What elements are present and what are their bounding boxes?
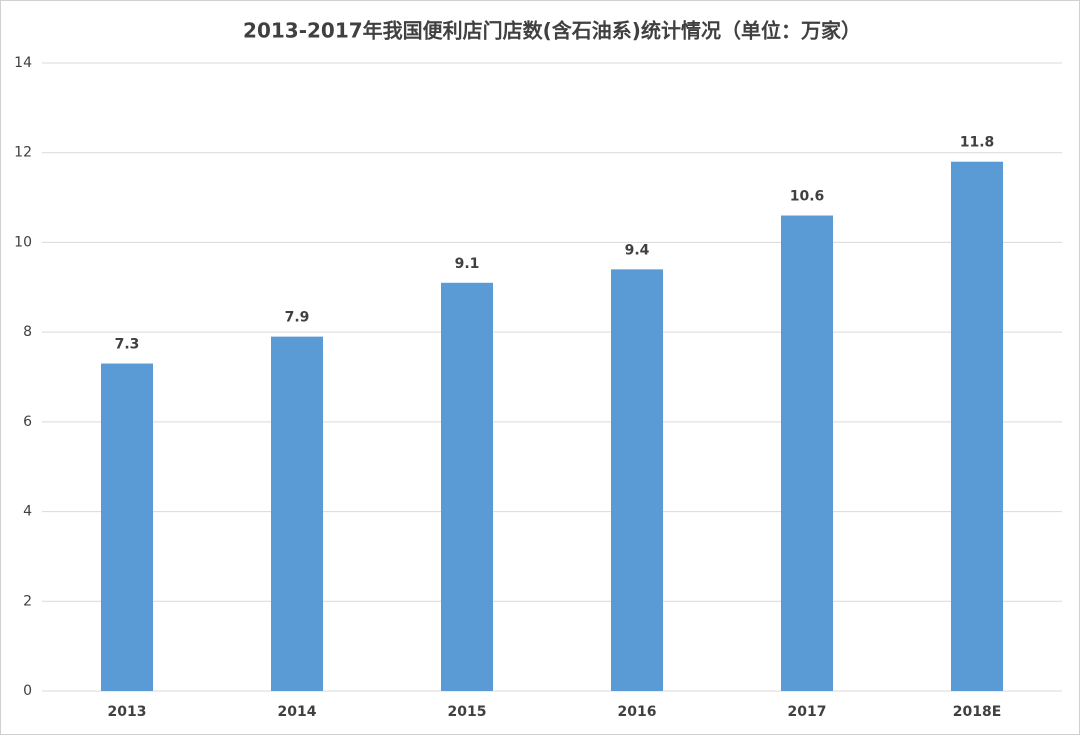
bar [101,363,153,691]
x-tick-label: 2016 [618,704,657,720]
bar [441,282,493,691]
x-tick-label: 2017 [788,704,827,720]
bar [781,215,833,691]
data-label: 10.6 [790,189,825,205]
y-tick-label: 12 [14,145,32,161]
data-label: 7.3 [115,337,140,353]
chart-title: 2013-2017年我国便利店门店数(含石油系)统计情况（单位：万家） [243,19,861,43]
y-tick-label: 2 [23,593,32,609]
data-label: 9.1 [455,256,480,272]
data-label: 7.9 [285,310,310,326]
x-tick-label: 2014 [278,704,317,720]
x-tick-label: 2015 [448,704,487,720]
bar [951,161,1003,691]
data-label: 9.4 [625,242,650,258]
bar [271,336,323,691]
x-tick-label: 2013 [108,704,147,720]
data-label: 11.8 [960,135,995,151]
x-tick-label: 2018E [953,704,1002,720]
y-tick-label: 10 [14,234,32,250]
bar [611,269,663,691]
y-tick-label: 0 [23,683,32,699]
y-tick-label: 14 [14,55,32,71]
y-tick-label: 8 [23,324,32,340]
y-tick-label: 4 [23,504,32,520]
y-tick-label: 6 [23,414,32,430]
